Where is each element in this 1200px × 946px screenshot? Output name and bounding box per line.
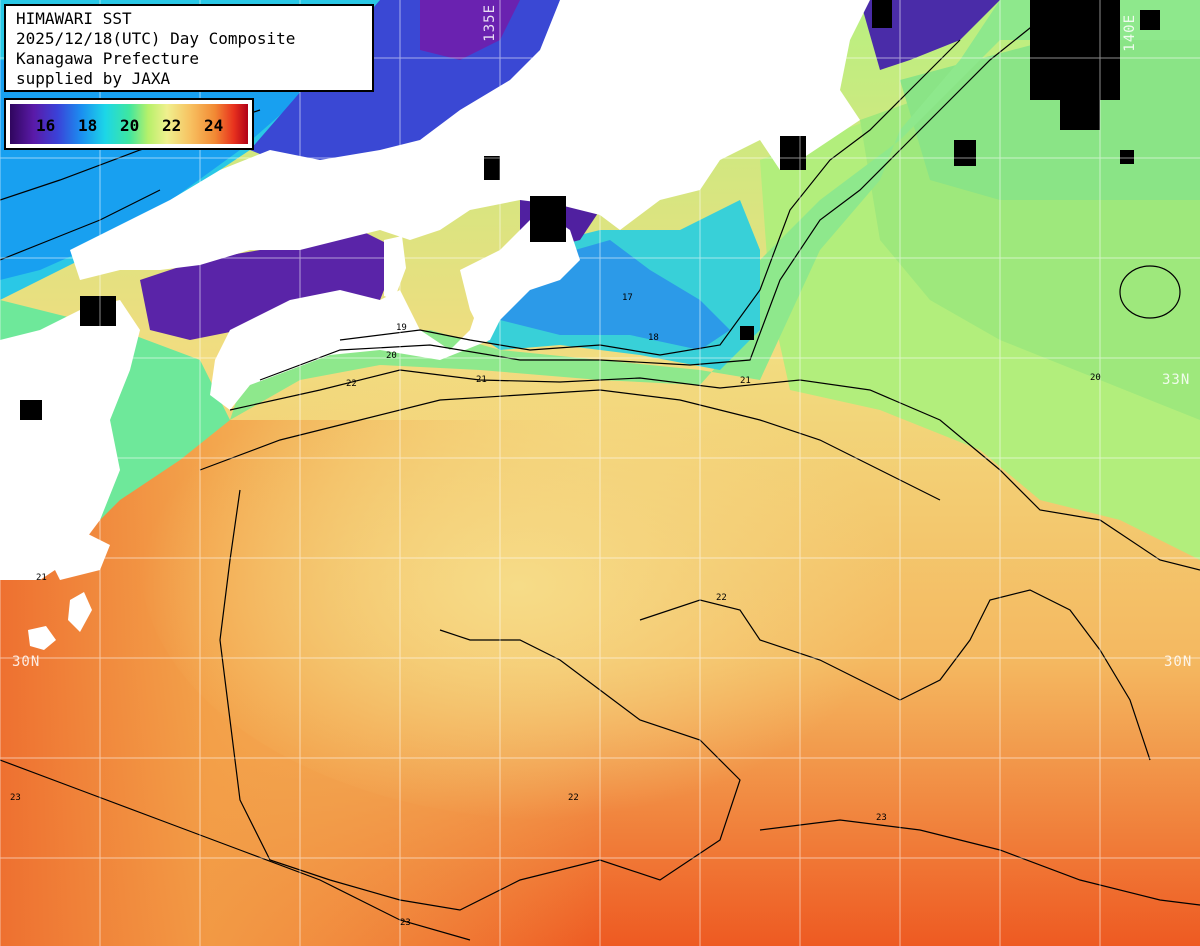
contour-20 xyxy=(259,19,1041,381)
contour-label-18: 18 xyxy=(648,333,659,343)
legend-label-20: 20 xyxy=(120,116,140,135)
contour-label-20-b: 20 xyxy=(1090,373,1101,383)
contour-label-23: 23 xyxy=(10,793,21,803)
color-legend: 16 18 20 22 24 xyxy=(4,98,254,150)
contour-label-19: 19 xyxy=(396,323,407,333)
contour-label-23-c: 23 xyxy=(400,918,411,928)
contour-label-22: 22 xyxy=(346,379,357,389)
lat-label-33-left: 33 xyxy=(10,372,29,388)
legend-color-bar: 16 18 20 22 24 xyxy=(10,104,248,144)
land-kyushu xyxy=(0,300,140,580)
lon-label-135: 135E xyxy=(482,4,498,42)
contour-22-east xyxy=(639,589,1151,761)
contour-label-21: 21 xyxy=(476,375,487,385)
legend-label-18: 18 xyxy=(78,116,98,135)
land-yakushima xyxy=(68,592,92,632)
land-shikoku xyxy=(210,280,510,410)
title-line-region: Kanagawa Prefecture xyxy=(16,49,200,68)
contour-label-22-b: 22 xyxy=(568,793,579,803)
ocean-central-pool xyxy=(140,300,980,820)
land-kyushu-south xyxy=(40,530,110,580)
legend-label-16: 16 xyxy=(36,116,56,135)
contour-label-17: 17 xyxy=(622,293,633,303)
inland-sea-purple xyxy=(420,0,520,60)
title-line-source: supplied by JAXA xyxy=(16,69,171,88)
lon-label-140: 140E xyxy=(1122,14,1138,52)
contour-label-20: 20 xyxy=(386,351,397,361)
legend-label-22: 22 xyxy=(162,116,182,135)
title-line-date: 2025/12/18(UTC) Day Composite xyxy=(16,29,296,48)
lat-label-30-left: 30N xyxy=(12,654,41,670)
legend-label-24: 24 xyxy=(204,116,224,135)
lat-label-30-right: 30N xyxy=(1164,654,1193,670)
contour-label-21-c: 21 xyxy=(36,573,47,583)
title-box: HIMAWARI SST 2025/12/18(UTC) Day Composi… xyxy=(4,4,374,92)
contour-nw-2 xyxy=(0,189,161,261)
contour-labels: 17 18 19 20 21 22 23 21 20 22 23 22 21 2… xyxy=(10,293,1101,928)
lat-label-33-right: 33N xyxy=(1162,372,1191,388)
land-tanegashima xyxy=(28,626,56,650)
ne-bay-cold xyxy=(860,0,1000,70)
title-line-product: HIMAWARI SST xyxy=(16,9,132,28)
land-honshu xyxy=(70,0,870,280)
contour-label-21-b: 21 xyxy=(740,376,751,386)
contour-19 xyxy=(339,39,961,356)
cloud-mask xyxy=(20,0,1160,420)
contour-eddy xyxy=(1119,265,1181,319)
contour-label-23-b: 23 xyxy=(876,813,887,823)
contour-label-22-c: 22 xyxy=(716,593,727,603)
